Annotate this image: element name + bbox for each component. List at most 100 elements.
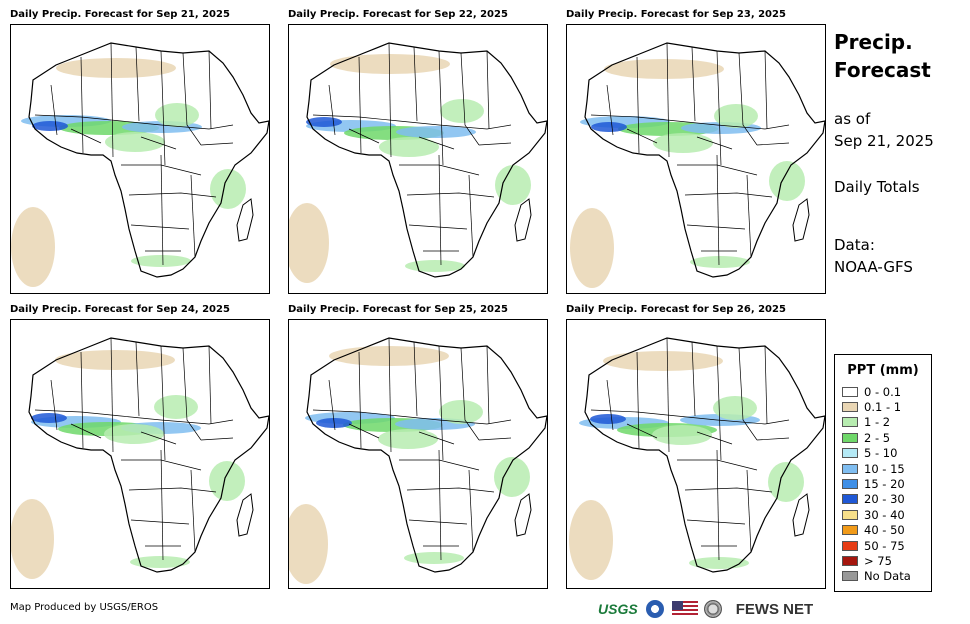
legend-label: 0 - 0.1 bbox=[864, 384, 902, 399]
panel-title: Daily Precip. Forecast for Sep 25, 2025 bbox=[288, 304, 508, 315]
country-border bbox=[160, 449, 164, 561]
legend-swatch bbox=[842, 525, 858, 536]
logo-strip: USGS FEWS NET bbox=[598, 598, 813, 620]
country-border bbox=[756, 142, 790, 146]
country-border bbox=[606, 84, 614, 136]
legend-swatch bbox=[842, 402, 858, 413]
precip-area bbox=[439, 400, 483, 424]
legend-swatch bbox=[842, 417, 858, 428]
panel-title: Daily Precip. Forecast for Sep 26, 2025 bbox=[566, 304, 786, 315]
precip-area bbox=[591, 122, 627, 132]
precip-area bbox=[379, 137, 439, 157]
legend-label: 20 - 30 bbox=[864, 492, 905, 507]
data-source: NOAA-GFS bbox=[834, 258, 913, 276]
country-border bbox=[348, 128, 380, 144]
country-border bbox=[406, 192, 495, 198]
country-border bbox=[478, 437, 512, 441]
country-border bbox=[408, 519, 468, 525]
country-border bbox=[312, 114, 512, 130]
country-border bbox=[686, 519, 746, 525]
legend-label: > 75 bbox=[864, 553, 892, 568]
country-border bbox=[746, 174, 752, 258]
country-border bbox=[696, 136, 733, 150]
country-border bbox=[606, 379, 614, 431]
precip-area bbox=[11, 499, 54, 579]
country-border bbox=[160, 50, 166, 166]
madagascar-outline bbox=[514, 198, 532, 242]
legend-title: PPT (mm) bbox=[847, 363, 919, 378]
country-border bbox=[200, 437, 234, 441]
country-border bbox=[716, 345, 722, 461]
country-border bbox=[312, 409, 512, 425]
country-border bbox=[200, 142, 234, 146]
country-border bbox=[190, 174, 196, 258]
sidebar-info: Precip. Forecast as of Sep 21, 2025 Dail… bbox=[834, 28, 964, 278]
totals-label: Daily Totals bbox=[834, 178, 920, 196]
madagascar-outline bbox=[514, 493, 532, 537]
precip-area bbox=[768, 462, 804, 502]
country-border bbox=[160, 154, 164, 266]
country-border bbox=[716, 449, 720, 561]
country-border bbox=[110, 42, 114, 158]
country-border bbox=[716, 154, 720, 266]
precip-area bbox=[56, 58, 176, 78]
legend-label: 1 - 2 bbox=[864, 415, 891, 430]
africa-map-svg bbox=[570, 42, 825, 288]
country-border bbox=[182, 52, 202, 146]
precip-area bbox=[289, 203, 329, 283]
country-border bbox=[128, 487, 217, 493]
precip-area bbox=[396, 126, 476, 138]
noaa-logo-icon bbox=[645, 600, 664, 618]
panel-title: Daily Precip. Forecast for Sep 23, 2025 bbox=[566, 9, 786, 20]
precip-area bbox=[209, 461, 245, 501]
precip-area bbox=[494, 457, 530, 497]
precip-area bbox=[690, 256, 750, 268]
country-border bbox=[348, 423, 380, 439]
country-border bbox=[716, 50, 722, 166]
africa-coastline bbox=[306, 337, 547, 573]
country-border bbox=[413, 341, 418, 417]
legend-item: > 75 bbox=[835, 553, 931, 568]
precip-area bbox=[495, 165, 531, 205]
precip-area bbox=[652, 425, 712, 445]
country-border bbox=[460, 347, 480, 441]
precip-area bbox=[32, 121, 68, 131]
legend-item: 10 - 15 bbox=[835, 461, 931, 476]
country-border bbox=[110, 337, 114, 453]
precip-map bbox=[10, 24, 270, 294]
legend-item: 0.1 - 1 bbox=[835, 399, 931, 414]
country-border bbox=[438, 345, 444, 461]
country-border bbox=[406, 487, 495, 493]
legend-label: 40 - 50 bbox=[864, 523, 905, 538]
country-border bbox=[486, 50, 490, 130]
country-border bbox=[590, 409, 790, 425]
precip-area bbox=[769, 161, 805, 201]
precip-area bbox=[210, 169, 246, 209]
country-border bbox=[418, 136, 455, 150]
madagascar-outline bbox=[236, 198, 254, 242]
legend-swatch bbox=[842, 509, 858, 520]
legend-swatch bbox=[842, 494, 858, 505]
country-border bbox=[388, 42, 392, 158]
legend-swatch bbox=[842, 463, 858, 474]
country-border bbox=[140, 431, 177, 445]
precip-area bbox=[55, 350, 175, 370]
country-border bbox=[460, 52, 480, 146]
legend-item: 30 - 40 bbox=[835, 507, 931, 522]
country-border bbox=[636, 351, 640, 449]
legend-label: 0.1 - 1 bbox=[864, 400, 902, 415]
africa-map-svg bbox=[569, 337, 825, 580]
us-flag-icon bbox=[671, 601, 698, 617]
country-border bbox=[438, 50, 444, 166]
precip-map bbox=[10, 319, 270, 589]
country-border bbox=[691, 46, 696, 122]
country-border bbox=[358, 56, 362, 154]
country-border bbox=[80, 351, 84, 449]
precip-area bbox=[440, 99, 484, 123]
africa-map-svg bbox=[289, 337, 547, 584]
precip-map bbox=[566, 319, 826, 589]
africa-coastline bbox=[28, 337, 269, 573]
madagascar-outline bbox=[792, 198, 810, 242]
country-border bbox=[388, 337, 392, 453]
country-border bbox=[666, 337, 670, 453]
